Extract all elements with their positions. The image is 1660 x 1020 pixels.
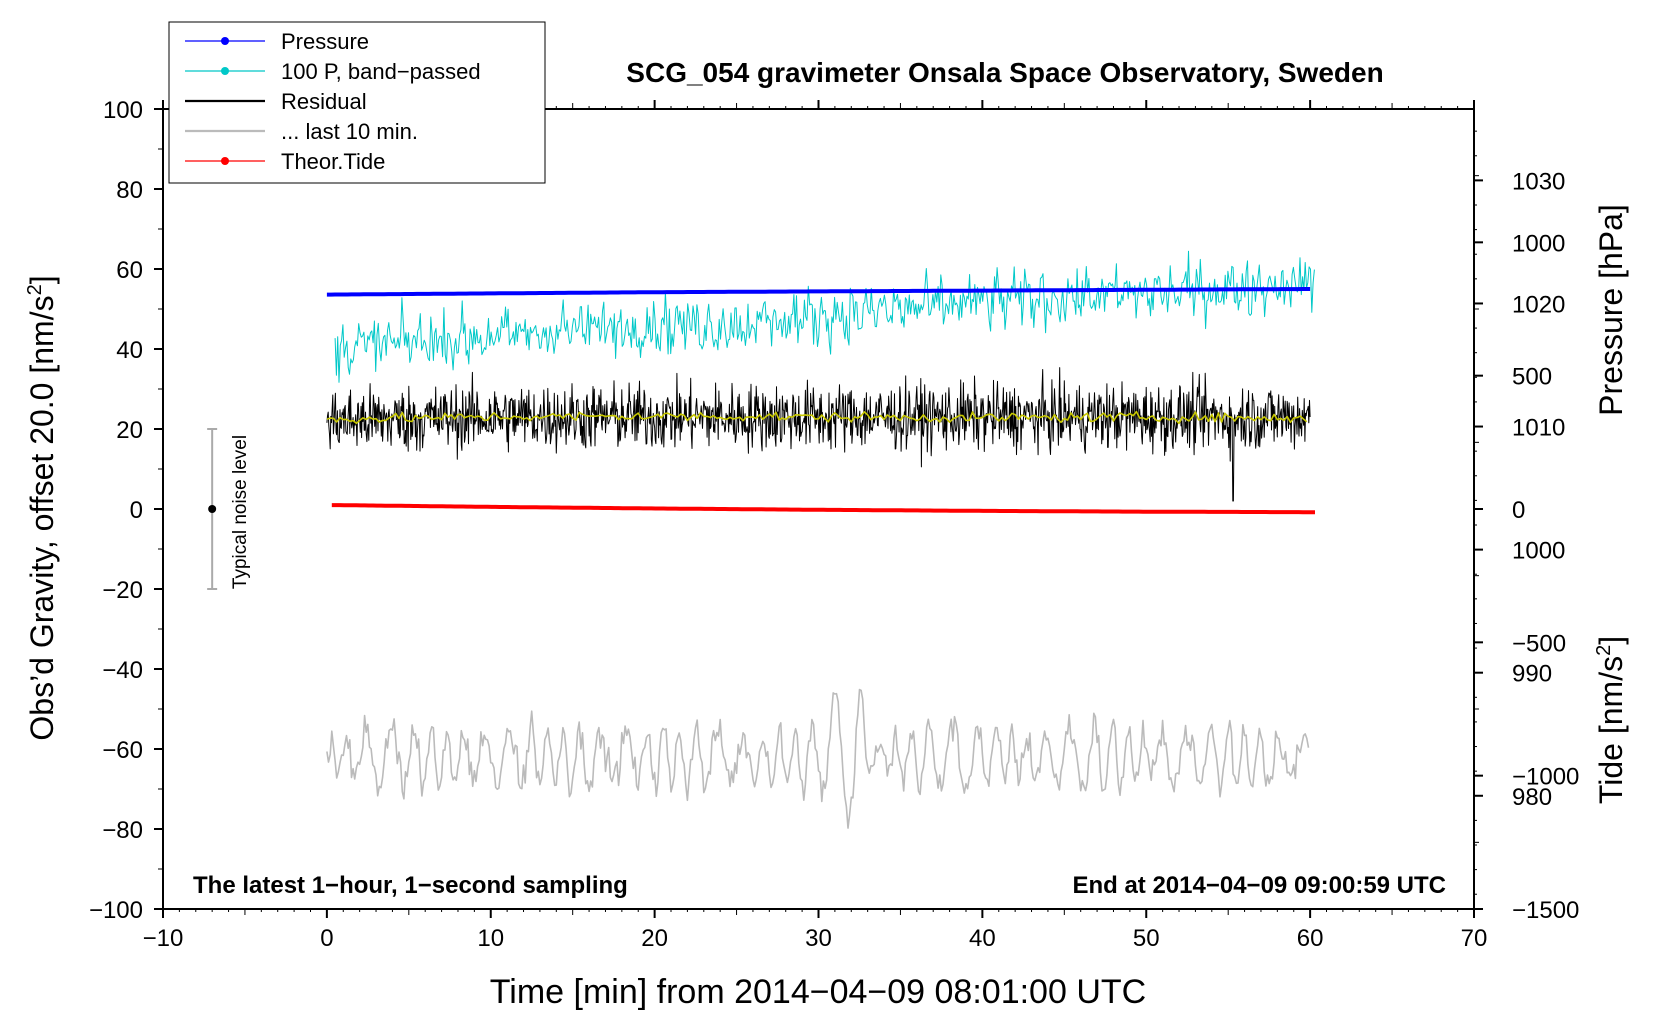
y-tick-label: 40	[116, 337, 143, 364]
tide-tick-label: 500	[1512, 364, 1552, 391]
annotation-sampling: The latest 1−hour, 1−second sampling	[193, 872, 628, 899]
series-residual-smoothed	[326, 410, 1308, 425]
noise-level-label: Typical noise level	[230, 435, 251, 589]
legend-label: 100 P, band−passed	[281, 59, 481, 84]
y-axis-label-tide: Tide [nm/s2]	[1593, 636, 1629, 804]
tide-tick-label: −1000	[1512, 764, 1579, 791]
x-tick-label: −10	[143, 925, 184, 952]
x-tick-label: 60	[1297, 925, 1324, 952]
series-layer	[326, 250, 1315, 829]
legend-label: Theor.Tide	[281, 149, 385, 174]
pressure-tick-label: 990	[1512, 661, 1552, 688]
y-axis-label-left-sup: 2	[24, 284, 46, 295]
legend-label: Residual	[281, 89, 367, 114]
legend-marker	[221, 157, 229, 165]
x-tick-label: 0	[320, 925, 333, 952]
pressure-tick-label: 1000	[1512, 538, 1565, 565]
x-tick-label: 10	[477, 925, 504, 952]
noise-layer	[207, 428, 218, 590]
y-tick-label: −80	[102, 817, 143, 844]
chart-title: SCG_054 gravimeter Onsala Space Observat…	[626, 57, 1383, 88]
y-axis-label-tide-sup: 2	[1593, 645, 1615, 656]
y-tick-label: −100	[89, 897, 143, 924]
annotation-end-time: End at 2014−04−09 09:00:59 UTC	[1072, 872, 1446, 899]
x-tick-label: 30	[805, 925, 832, 952]
legend-items: Pressure 100 P, band−passed Residual ... la…	[185, 29, 481, 174]
y-axis-label-left-end: ]	[24, 275, 60, 284]
y-axis-label-left-main: Obs’d Gravity, offset 20.0 [nm/s	[24, 295, 60, 740]
y-axis-label-left: Obs’d Gravity, offset 20.0 [nm/s2]	[24, 275, 60, 740]
series-residual	[326, 367, 1311, 502]
pressure-tick-label: 980	[1512, 784, 1552, 811]
pressure-tick-label: 1030	[1512, 168, 1565, 195]
y-tick-label: 20	[116, 417, 143, 444]
x-tick-label: 50	[1133, 925, 1160, 952]
y-tick-label: −60	[102, 737, 143, 764]
series-pressure	[326, 287, 1311, 297]
x-tick-label: 20	[641, 925, 668, 952]
legend-label: Pressure	[281, 29, 369, 54]
legend-box	[168, 21, 546, 184]
legend-marker	[221, 67, 229, 75]
y-tick-label: 0	[130, 497, 143, 524]
y-tick-label: 80	[116, 177, 143, 204]
axes-layer: −10 0 10 20 30 40 50 60 70−100−80−60−40−20020406…	[89, 97, 1579, 952]
y-axis-label-pressure: Pressure [hPa]	[1593, 204, 1629, 416]
y-tick-label: −40	[102, 657, 143, 684]
y-tick-label: −20	[102, 577, 143, 604]
pressure-tick-label: 1020	[1512, 291, 1565, 318]
noise-bar-center	[208, 505, 217, 513]
tide-tick-label: 0	[1512, 497, 1525, 524]
y-tick-label: 60	[116, 257, 143, 284]
x-axis-label: Time [min] from 2014−04−09 08:01:00 UTC	[490, 973, 1146, 1011]
legend-marker	[221, 37, 229, 45]
pressure-tick-label: 1010	[1512, 415, 1565, 442]
y-axis-label-tide-end: ]	[1593, 636, 1629, 645]
tide-tick-label: 1000	[1512, 230, 1565, 257]
x-tick-label: 40	[969, 925, 996, 952]
x-tick-label: 70	[1461, 925, 1488, 952]
legend-label: ... last 10 min.	[281, 119, 418, 144]
tide-tick-label: −500	[1512, 630, 1566, 657]
y-axis-label-tide-main: Tide [nm/s	[1593, 656, 1629, 804]
series-last-10-min	[326, 688, 1310, 829]
legend: Pressure 100 P, band−passed Residual ... la…	[168, 21, 546, 184]
series-band-passed	[334, 250, 1315, 383]
series-theor-tide	[331, 503, 1315, 515]
tide-tick-label: −1500	[1512, 897, 1579, 924]
y-tick-label: 100	[103, 97, 143, 124]
